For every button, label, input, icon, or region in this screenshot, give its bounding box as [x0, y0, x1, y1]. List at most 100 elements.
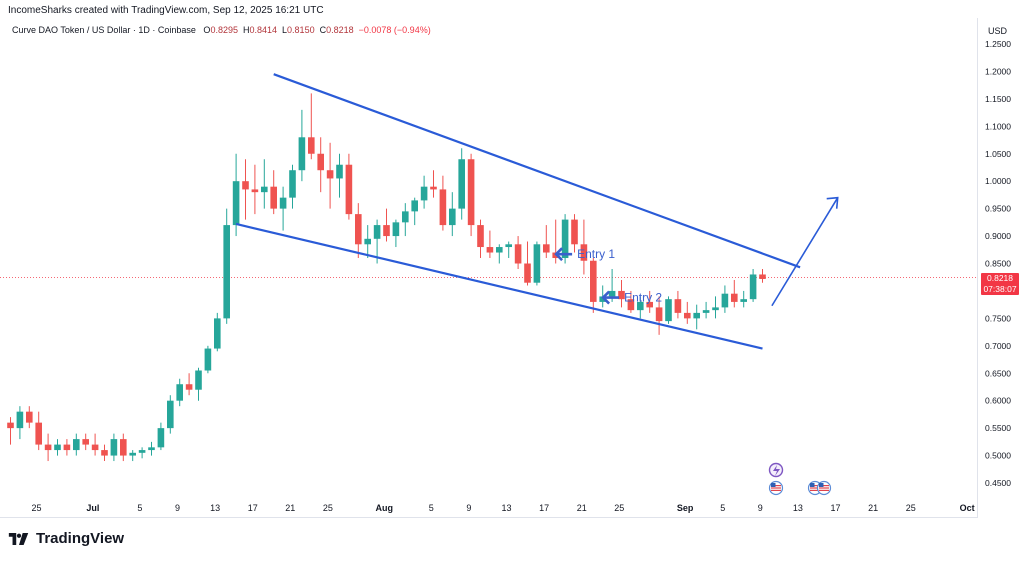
candle-body	[223, 225, 230, 319]
plot-frame	[0, 18, 978, 518]
symbol-legend: Curve DAO Token / US Dollar · 1D · Coinb…	[12, 25, 431, 35]
x-tick-label: 17	[830, 503, 840, 513]
x-tick-label: 5	[137, 503, 142, 513]
x-tick-label: 13	[793, 503, 803, 513]
candle-body	[261, 186, 268, 193]
y-axis: 1.2500 1.2000 1.1500 1.1000 1.0500 1.0000 0.95…	[985, 39, 1011, 488]
candle-body	[63, 444, 71, 451]
drawings: Entry 1 Entry 2	[235, 73, 839, 350]
candle-body	[608, 290, 616, 297]
candle-body	[702, 310, 710, 313]
x-tick-label: 17	[248, 503, 258, 513]
candle-body	[26, 411, 33, 423]
x-axis: 25 Jul 5 9 13 17 21 25 Aug 5 9 13 17 21 25 Sep 5 9 13 17 21 2…	[31, 503, 974, 513]
candle-body	[101, 450, 108, 456]
candle-body	[759, 274, 766, 279]
candle-body	[740, 299, 747, 302]
entry-arrow-head	[554, 247, 564, 262]
candle-body	[195, 370, 202, 390]
entry-arrow-head	[601, 290, 611, 305]
x-tick-label: 5	[429, 503, 434, 513]
candle-body	[665, 299, 672, 322]
candle-body	[524, 263, 531, 283]
candle-body	[35, 422, 42, 445]
candle-body	[138, 450, 146, 453]
x-tick-label: 25	[906, 503, 916, 513]
x-tick-label: Sep	[677, 503, 694, 513]
low-label: L	[282, 25, 288, 35]
candle-body	[232, 181, 240, 226]
watermark-header: IncomeSharks created with TradingView.co…	[8, 5, 324, 16]
x-tick-label: 17	[539, 503, 549, 513]
candle-body	[458, 159, 465, 209]
candle-body	[373, 225, 381, 239]
us-flag-event-icon	[816, 480, 832, 496]
candle-body	[7, 422, 14, 429]
candle-body	[655, 307, 663, 322]
candle-body	[336, 164, 343, 179]
candle-body	[543, 244, 550, 253]
brand-name: TradingView	[36, 530, 125, 547]
candle-body	[637, 301, 644, 311]
projection-arrow-shaft	[771, 197, 839, 307]
candle-body	[129, 452, 136, 456]
close-label: C	[319, 25, 327, 35]
candle-body	[561, 219, 569, 259]
candle-body	[91, 444, 99, 451]
candle-body	[571, 219, 578, 245]
y-tick-label: 1.2500	[985, 39, 1011, 49]
x-tick-label: 25	[323, 503, 333, 513]
trendline-upper	[273, 73, 801, 269]
open-value: 0.8295	[210, 25, 238, 35]
candle-body	[477, 225, 484, 248]
candle-body	[411, 200, 418, 212]
projection-arrow-head	[826, 196, 839, 209]
entry-label: Entry 2	[624, 291, 662, 305]
y-tick-label: 0.5000	[985, 451, 1011, 461]
low-value: 0.8150	[287, 25, 315, 35]
candle-body	[496, 247, 503, 253]
x-tick-label: 9	[758, 503, 763, 513]
candle-body	[167, 400, 174, 429]
candle-body	[73, 439, 80, 451]
candle-body	[16, 411, 24, 429]
candle-body	[270, 186, 277, 209]
candle-body	[618, 290, 625, 300]
current-price: 0.8218	[987, 273, 1013, 283]
x-tick-label: 21	[868, 503, 878, 513]
candle-body	[731, 293, 738, 302]
candle-body	[204, 348, 212, 371]
x-tick-label: 25	[614, 503, 624, 513]
y-tick-label: 0.8500	[985, 259, 1011, 269]
y-tick-label: 0.6500	[985, 368, 1011, 378]
x-tick-label: 21	[577, 503, 587, 513]
y-tick-label: 1.2000	[985, 66, 1011, 76]
high-label: H	[242, 25, 250, 35]
candle-body	[599, 296, 606, 302]
candle-body	[355, 214, 362, 245]
candle-body	[646, 301, 653, 308]
tradingview-logo: TradingView	[8, 530, 124, 547]
y-tick-label: 1.0500	[985, 149, 1011, 159]
x-tick-label: 13	[210, 503, 220, 513]
candle-body	[54, 444, 61, 451]
candle-body	[505, 244, 512, 248]
y-tick-label: 0.5500	[985, 423, 1011, 433]
x-tick-label: 21	[285, 503, 295, 513]
candle-body	[449, 208, 456, 226]
symbol-name: Curve DAO Token / US Dollar · 1D · Coinb…	[12, 25, 196, 35]
currency-label: USD	[988, 26, 1008, 36]
candle-body	[279, 197, 287, 209]
x-tick-label: 9	[175, 503, 180, 513]
candle-body	[345, 164, 353, 215]
candle-body	[721, 293, 729, 308]
candle-body	[514, 244, 522, 264]
candle-body	[467, 159, 475, 226]
event-markers	[768, 462, 832, 496]
candle-body	[420, 186, 428, 201]
candle-body	[486, 247, 494, 253]
y-tick-label: 0.7000	[985, 341, 1011, 351]
x-tick-label: Aug	[376, 503, 394, 513]
candle-body	[590, 260, 597, 302]
